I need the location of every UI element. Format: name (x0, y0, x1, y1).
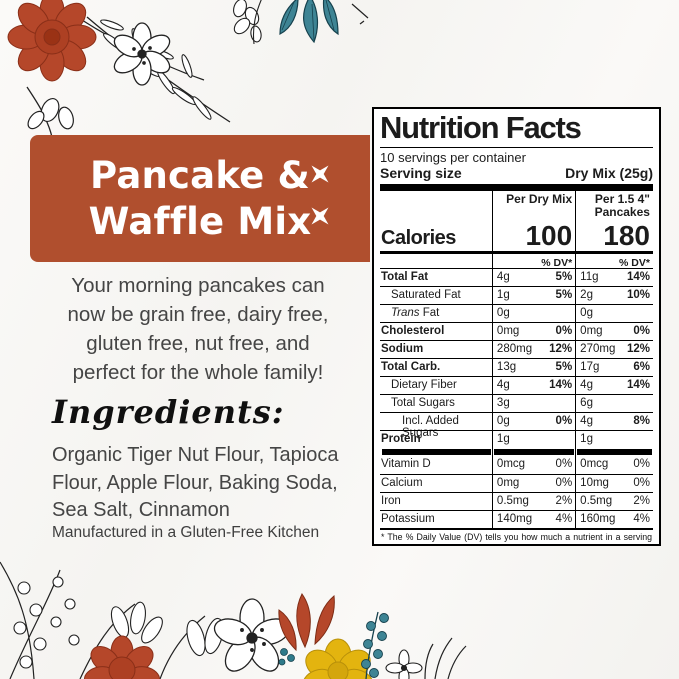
nutrient-label: Cholesterol (380, 321, 492, 340)
yellow-flower-icon (302, 638, 374, 679)
nutrition-facts-title: Nutrition Facts (380, 112, 653, 148)
teal-sprig-icon (361, 611, 389, 679)
nutrient-label: Dietary Fiber (380, 375, 492, 394)
nutrient-col2: 0mcg 0% (491, 455, 575, 474)
sparkle-icon (311, 207, 329, 225)
nutrient-col2: 0g (491, 303, 576, 322)
nutrient-col2: 0g 0% (491, 411, 576, 430)
nutrient-col3: 0g (575, 303, 653, 322)
outline-small-flower-icon (385, 649, 423, 679)
nutrient-col3: 4g 8% (575, 411, 653, 430)
nutrient-label: Vitamin D (381, 457, 431, 470)
nutrient-label: Protein (380, 429, 492, 448)
nutrient-label: Total Carb. (380, 357, 492, 376)
nutrient-col3: 1g (575, 429, 653, 448)
sparkle-icon (311, 165, 329, 183)
col-header-dry-mix: Per Dry Mix (491, 190, 575, 218)
daily-value-footnote: * The % Daily Value (DV) tells you how m… (380, 527, 653, 544)
nutrient-col3: 160mg 4% (575, 509, 653, 528)
nutrient-label: Total Fat (380, 267, 492, 286)
nutrient-col2: 1g 5% (491, 285, 576, 304)
nutrient-label: Calcium (380, 473, 492, 492)
spacer-cell (380, 191, 492, 218)
serving-size-row: Serving size Dry Mix (25g) (380, 165, 653, 184)
rust-flower-bottom-icon (83, 635, 161, 679)
description-line: now be grain free, dairy free, (67, 303, 329, 327)
nutrient-label: Saturated Fat (380, 285, 492, 304)
rust-flower-icon (7, 0, 97, 82)
serving-size-value: Dry Mix (25g) (565, 164, 653, 181)
nutrient-col2: 140mg 4% (491, 509, 576, 528)
rust-leaves-icon (278, 593, 335, 652)
ingredients-list: Organic Tiger Nut Flour, Tapioca Flour, … (52, 444, 339, 522)
nutrient-col3: 2g 10% (575, 285, 653, 304)
nutrient-label: Potassium (380, 509, 492, 528)
teal-leaves-icon (279, 0, 339, 44)
product-title-banner: Pancake & Waffle Mix (30, 135, 370, 262)
nutrient-col3: 17g 6% (575, 357, 653, 376)
floral-top-middle (233, 0, 369, 45)
gluten-free-kitchen-note: Manufactured in a Gluten-Free Kitchen (52, 524, 320, 541)
thick-bar-segment (491, 447, 575, 456)
nutrient-col2: 1g (491, 429, 576, 448)
thick-divider-bar (380, 183, 653, 191)
description-line: Your morning pancakes can (71, 274, 325, 297)
ingredients-heading: Ingredients: (52, 393, 285, 431)
col-header-pancakes: Per 1.5 4" Pancakes (575, 190, 653, 219)
dv-header-col3: % DV* (575, 250, 653, 269)
servings-per-container: 10 servings per container (380, 149, 526, 165)
calories-dry-mix: 100 (491, 217, 575, 251)
outline-poppy-icon (213, 598, 291, 672)
outline-bud-icon (27, 98, 74, 130)
thick-bar-segment (380, 448, 492, 456)
floral-bottom (0, 561, 467, 679)
nutrient-label: Incl. Added Sugars (380, 411, 492, 439)
product-title-line1: Pancake & (90, 154, 310, 198)
nutrient-col2: 4g 5% (491, 267, 576, 286)
outline-flower-icon (113, 22, 171, 86)
product-description: Your morning pancakes can now be grain f… (18, 271, 378, 387)
nutrient-col2: 0mg 0% (491, 473, 576, 492)
outline-petals-icon (233, 0, 262, 45)
description-line: perfect for the whole family! (72, 361, 324, 385)
nutrient-col3: 0.5mg 2% (575, 491, 653, 510)
nutrient-col2: 4g 14% (491, 375, 576, 394)
calories-label: Calories (381, 226, 456, 249)
serving-size-label: Serving size (380, 164, 462, 181)
nutrient-col3: 6g (575, 393, 653, 412)
nutrient-col3: 0mg 0% (575, 321, 653, 340)
nutrient-label: Trans Fat (380, 303, 492, 322)
floral-top-left (7, 0, 231, 138)
nutrition-table: Per Dry Mix Per 1.5 4" Pancakes Calories… (380, 190, 653, 528)
product-title-line2: Waffle Mix (88, 199, 312, 243)
thick-bar-segment (575, 447, 653, 456)
col-header-pancakes-line1: Per 1.5 4" (594, 191, 650, 206)
col-header-pancakes-line2: Pancakes (594, 204, 650, 219)
teal-berries-icon (278, 648, 295, 666)
nutrient-col2: 0.5mg 2% (491, 491, 576, 510)
nutrient-col3: 11g 14% (575, 267, 653, 286)
nutrient-col2: 0mg 0% (491, 321, 576, 340)
nutrient-label: Total Sugars (380, 393, 492, 412)
calories-pancakes: 180 (575, 217, 653, 251)
nutrient-col3: 0mcg 0% (575, 455, 653, 474)
nutrient-col2: 13g 5% (491, 357, 576, 376)
nutrient-col2: 280mg 12% (491, 339, 576, 358)
nutrient-col3: 270mg 12% (575, 339, 653, 358)
nutrient-col2: 3g (491, 393, 576, 412)
nutrient-label: Sodium (380, 339, 492, 358)
nutrition-facts-panel: Nutrition Facts 10 servings per containe… (372, 107, 661, 546)
nutrient-label: Iron (380, 491, 492, 510)
nutrient-col3: 4g 14% (575, 375, 653, 394)
description-line: gluten free, nut free, and (86, 332, 310, 356)
nutrient-col3: 10mg 0% (575, 473, 653, 492)
dv-header-col2: % DV* (491, 250, 576, 269)
spacer-cell (380, 250, 492, 268)
